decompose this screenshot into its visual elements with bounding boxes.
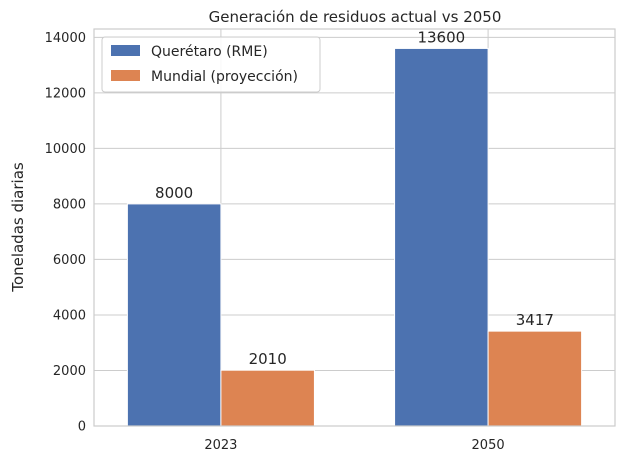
y-tick-label: 8000	[53, 197, 86, 212]
chart-title: Generación de residuos actual vs 2050	[209, 8, 502, 26]
data-label: 8000	[155, 184, 193, 202]
x-tick-labels: 2023 2050	[204, 438, 504, 453]
y-tick-labels: 0 2000 4000 6000 8000 10000 12000 14000	[45, 31, 86, 435]
legend: Querétaro (RME) Mundial (proyección)	[101, 36, 321, 93]
y-tick-label: 14000	[45, 31, 86, 46]
bar	[126, 203, 222, 427]
y-tick-label: 4000	[53, 308, 86, 323]
y-tick-label: 12000	[45, 86, 86, 101]
y-tick-label: 6000	[53, 253, 86, 268]
legend-swatch-mundial	[111, 70, 140, 81]
legend-label-mundial: Mundial (proyección)	[151, 69, 298, 85]
legend-box	[101, 36, 321, 93]
data-labels: 8000 13600 2010 3417	[155, 28, 554, 368]
y-tick-label: 2000	[53, 364, 86, 379]
legend-swatch-queretaro	[111, 45, 140, 56]
bar	[220, 369, 315, 427]
x-tick-label: 2023	[204, 438, 237, 453]
y-tick-label: 0	[78, 420, 86, 435]
bar	[487, 330, 583, 427]
data-label: 13600	[417, 28, 465, 46]
plot-frame	[93, 28, 616, 427]
legend-label-queretaro: Querétaro (RME)	[151, 44, 268, 60]
y-tick-label: 10000	[45, 142, 86, 157]
bars	[126, 47, 583, 427]
bar	[394, 47, 489, 427]
x-tick-label: 2050	[472, 438, 505, 453]
data-label: 2010	[249, 350, 287, 368]
y-axis-label: Toneladas diarias	[9, 162, 27, 293]
data-label: 3417	[516, 311, 554, 329]
